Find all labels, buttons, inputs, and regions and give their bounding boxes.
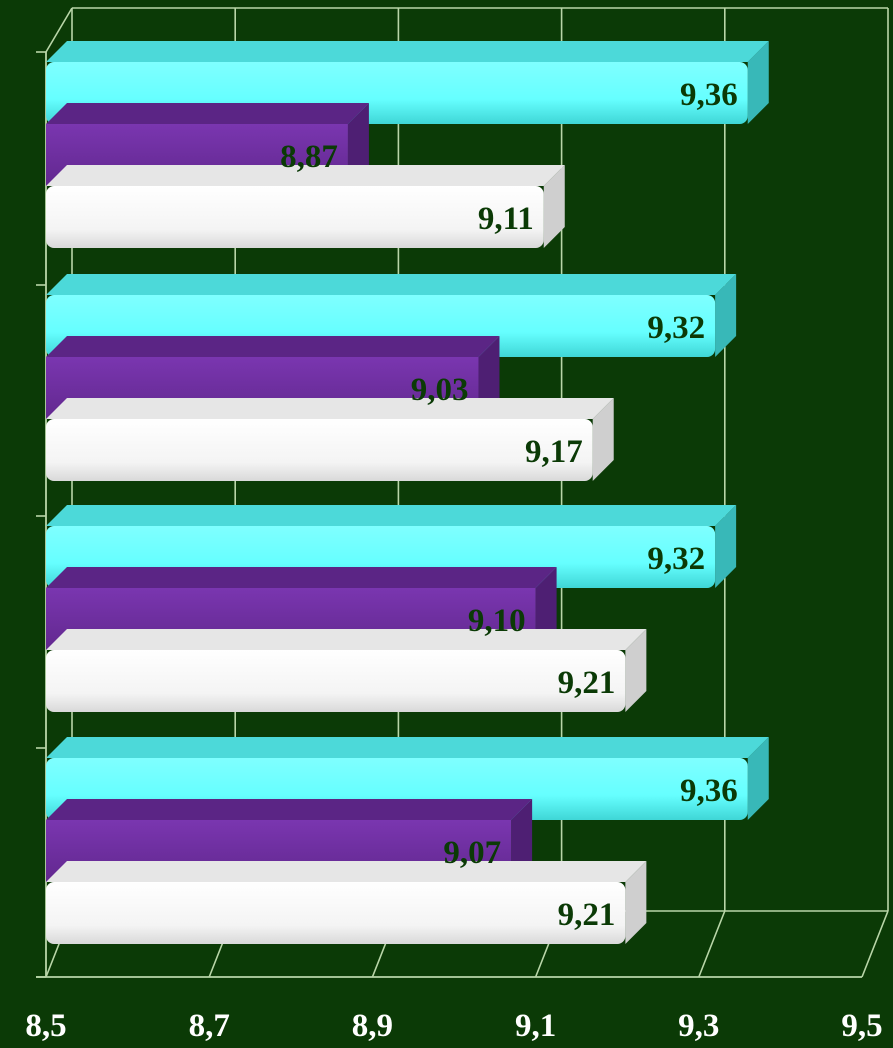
floor-gridline — [861, 910, 889, 978]
data-label: 9,17 — [525, 434, 583, 470]
data-label: 9,36 — [680, 77, 738, 113]
x-tick-label: 9,1 — [515, 1008, 556, 1043]
bar-top-face — [46, 336, 500, 357]
bar-end-face — [625, 861, 647, 944]
bar-top-face — [46, 799, 533, 820]
floor-gridline — [698, 910, 726, 978]
bar — [46, 419, 593, 481]
bar-top-face — [46, 165, 565, 186]
data-label: 9,21 — [558, 897, 616, 933]
x-tick-label: 9,5 — [841, 1008, 882, 1043]
data-label: 8,87 — [280, 139, 338, 175]
data-label: 9,36 — [680, 773, 738, 809]
bar-end-face — [715, 274, 737, 357]
bars — [46, 41, 769, 944]
data-label: 9,11 — [478, 201, 534, 237]
bar-end-face — [715, 505, 737, 588]
bar-top-face — [46, 861, 647, 882]
bar — [46, 186, 544, 248]
bar-end-face — [592, 398, 614, 481]
bar-top-face — [46, 274, 737, 295]
data-label: 9,32 — [647, 541, 705, 577]
left-wall-top — [45, 7, 73, 53]
bar-top-face — [46, 567, 557, 588]
bar-end-face — [625, 629, 647, 712]
bar — [46, 650, 626, 712]
bar-top-face — [46, 629, 647, 650]
bar-top-face — [46, 505, 737, 526]
bar-top-face — [46, 103, 369, 124]
bar-end-face — [747, 737, 769, 820]
data-labels: 9,36 8,87 9,11 9,32 9,03 9,17 9,32 9,10 9,21 9,36… — [280, 77, 738, 933]
data-label: 9,32 — [647, 310, 705, 346]
x-tick-label: 8,9 — [352, 1008, 393, 1043]
bar-end-face — [543, 165, 565, 248]
x-tick-label: 8,7 — [189, 1008, 230, 1043]
bar-end-face — [747, 41, 769, 124]
data-label: 9,10 — [468, 603, 526, 639]
data-label: 9,03 — [411, 372, 469, 408]
x-axis-tick-labels: 8,5 8,7 8,9 9,1 9,3 9,5 — [25, 1008, 882, 1044]
bar-top-face — [46, 41, 769, 62]
x-tick-label: 8,5 — [25, 1008, 66, 1043]
data-label: 9,21 — [558, 665, 616, 701]
bar — [46, 882, 626, 944]
bar-top-face — [46, 737, 769, 758]
data-label: 9,07 — [443, 835, 501, 871]
x-tick-label: 9,3 — [678, 1008, 719, 1043]
bar-top-face — [46, 398, 614, 419]
